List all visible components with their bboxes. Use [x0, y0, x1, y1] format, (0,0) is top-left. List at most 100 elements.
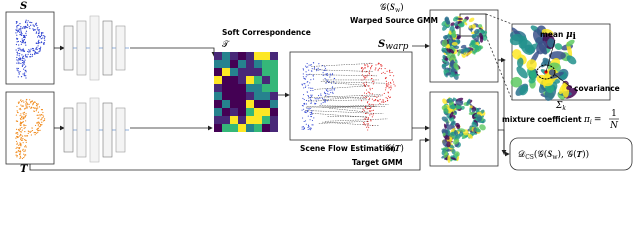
point [25, 20, 27, 23]
point [306, 91, 308, 93]
point [305, 110, 307, 112]
point [371, 98, 373, 100]
point [390, 89, 392, 91]
gaussian [453, 130, 459, 136]
point [30, 53, 32, 55]
point [20, 57, 22, 59]
point [25, 77, 27, 79]
heatmap-cell [214, 68, 222, 76]
point [28, 51, 30, 53]
point [30, 134, 33, 136]
flow-line [322, 121, 380, 126]
point [366, 126, 368, 128]
point [38, 126, 40, 128]
point [37, 111, 40, 113]
point [24, 37, 26, 39]
gaussian [451, 65, 455, 71]
point [326, 79, 328, 81]
point [34, 52, 36, 54]
point [20, 40, 22, 43]
point [44, 36, 46, 38]
point [390, 82, 392, 84]
point [35, 105, 38, 107]
point [313, 78, 315, 80]
point [15, 43, 18, 46]
point [324, 66, 326, 68]
point [15, 137, 17, 139]
gaussian [462, 18, 467, 24]
heatmap-cell [270, 108, 278, 116]
point [22, 55, 25, 57]
point [371, 93, 373, 95]
point [375, 67, 377, 69]
network-layer [102, 20, 113, 76]
point [23, 50, 26, 52]
point [324, 101, 326, 103]
point [28, 130, 30, 133]
gaussian [460, 48, 465, 54]
heatmap-cell [262, 124, 270, 132]
point [19, 157, 21, 159]
point [369, 89, 371, 91]
point [301, 84, 303, 86]
point [16, 154, 18, 157]
point [316, 98, 318, 100]
point [368, 91, 370, 93]
point [36, 114, 38, 116]
gaussian [538, 43, 548, 55]
point [365, 75, 367, 77]
point [363, 83, 365, 85]
zoom-line [485, 35, 513, 101]
point [23, 112, 25, 114]
point [42, 43, 45, 45]
point [363, 96, 365, 99]
target-gmm-label: Target GMM [352, 158, 403, 167]
point [309, 82, 311, 84]
warped-gmm-label: Warped Source GMM [350, 16, 438, 25]
point [333, 88, 335, 90]
loss-formula: 𝒟CS(𝒢(𝑺w), 𝒢(𝑻)) [518, 149, 589, 161]
point [369, 93, 371, 95]
point [23, 127, 25, 130]
point [32, 102, 34, 104]
heatmap-cell [262, 76, 270, 84]
point [24, 127, 26, 129]
point [23, 72, 26, 74]
point [308, 87, 310, 89]
heatmap-cell [230, 100, 238, 108]
point [387, 91, 389, 93]
point [34, 51, 36, 53]
point [43, 42, 45, 44]
point [310, 98, 312, 100]
heatmap-cell [214, 60, 222, 68]
gaussian [451, 148, 456, 155]
point [331, 73, 334, 75]
point [16, 135, 18, 138]
target-box [5, 91, 55, 165]
point [29, 21, 31, 23]
point [42, 111, 44, 114]
gaussian [548, 69, 555, 76]
point [25, 32, 27, 34]
point [18, 58, 20, 61]
point [24, 146, 26, 148]
point [307, 115, 309, 117]
point [18, 62, 20, 64]
heatmap-cell [214, 124, 222, 132]
point [33, 25, 35, 27]
point [302, 68, 304, 70]
correspondence-symbol: 𝒯 [222, 40, 230, 50]
point [16, 146, 18, 148]
flow-line [329, 107, 369, 113]
point [17, 47, 19, 49]
point [305, 103, 308, 105]
point [30, 102, 32, 104]
point [36, 128, 38, 131]
point [322, 72, 324, 74]
gaussian [510, 76, 523, 88]
point [15, 120, 17, 122]
point [312, 124, 314, 126]
point [322, 101, 324, 104]
point [393, 75, 395, 77]
heatmap-cell [230, 84, 238, 92]
